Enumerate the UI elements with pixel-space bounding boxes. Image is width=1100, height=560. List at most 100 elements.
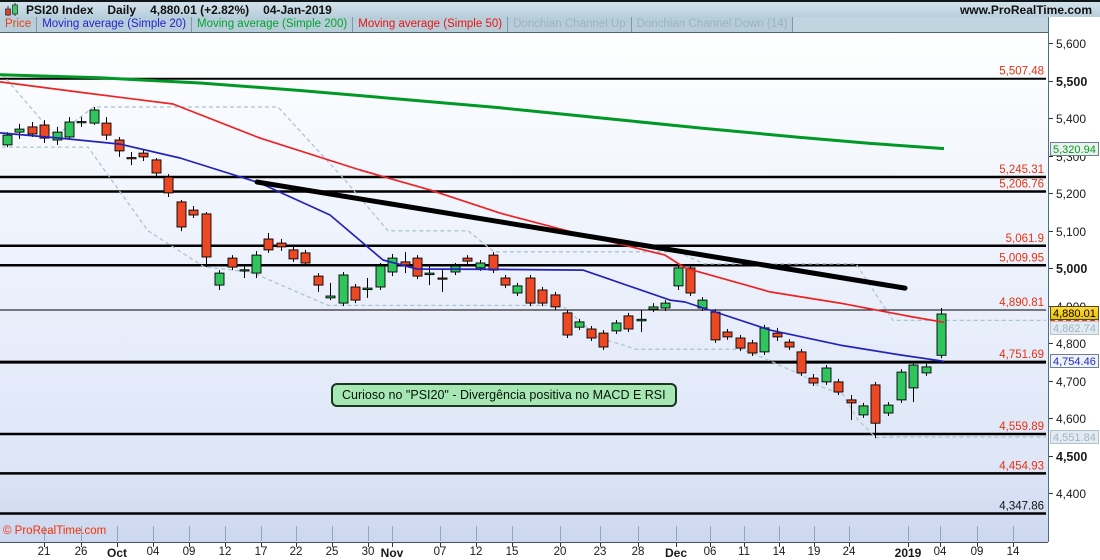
candle-body (512, 285, 523, 294)
level-label: 5,245.31 (999, 164, 1044, 176)
x-tick-mark (392, 543, 393, 547)
candle-body (14, 128, 25, 133)
candle-body (126, 157, 137, 160)
x-tick-label: 22 (289, 546, 303, 558)
x-tick-label: 11 (738, 546, 750, 558)
last-price-change: 4,880.01 (+2.82%) (150, 2, 250, 17)
y-tick-mark (1049, 268, 1053, 269)
y-tick-mark (1049, 455, 1053, 457)
x-tick-label: 20 (553, 546, 567, 558)
candle-body (201, 213, 212, 258)
x-tick-label: 09 (970, 546, 984, 558)
ma200-value-box: 5,320.94 (1050, 141, 1099, 156)
y-tick-label: 4,400 (1056, 487, 1087, 501)
candle-body (412, 257, 423, 277)
x-tick-mark (117, 543, 118, 547)
y-tick: 4,700 (1049, 375, 1100, 389)
candle-body (660, 302, 671, 309)
candle-body (288, 249, 299, 260)
x-tick-mark (81, 543, 82, 547)
x-tick-mark (476, 543, 477, 547)
x-tick-mark (440, 543, 441, 547)
x-tick-label: Oct (106, 546, 128, 560)
y-tick-label: 4,500 (1056, 449, 1088, 464)
tab-moving-average-simple-200[interactable]: Moving average (Simple 200) (192, 17, 354, 32)
timeframe-label: Daily (107, 2, 137, 17)
tabs-filler (793, 17, 1048, 32)
symbol-title: PSI20 Index (26, 2, 94, 17)
level-label: 5,009.95 (999, 252, 1044, 264)
y-tick: 5,100 (1049, 224, 1100, 239)
candlestick-icon (4, 3, 20, 16)
candle-body (747, 342, 758, 354)
x-tick-mark (940, 543, 941, 547)
trendline (254, 179, 908, 291)
tab-price[interactable]: Price (0, 17, 38, 32)
candle-body (214, 272, 225, 286)
candle-body (821, 367, 832, 383)
candle-body (636, 318, 647, 322)
candle-body (908, 364, 919, 389)
y-tick-mark (1049, 193, 1053, 194)
candle-body (936, 313, 947, 356)
candle-body (623, 315, 634, 330)
y-tick: 4,800 (1049, 337, 1100, 351)
candle-body (735, 337, 746, 349)
level-label: 4,454.93 (999, 460, 1044, 472)
y-tick-label: 4,600 (1056, 412, 1087, 426)
x-tick-mark (296, 543, 297, 547)
y-tick: 5,500 (1049, 75, 1100, 89)
x-tick-label: 14 (772, 546, 786, 558)
annotation-note[interactable]: Curioso no "PSI20" - Divergência positiv… (331, 383, 677, 407)
candle-body (239, 269, 250, 272)
candle-body (227, 257, 238, 268)
x-tick-label: 12 (218, 546, 232, 558)
x-tick-label: 28 (631, 546, 645, 558)
y-tick: 4,500 (1049, 449, 1100, 464)
x-tick-label: 30 (361, 546, 375, 558)
indicator-tabs: Price Moving average (Simple 20) Moving av… (0, 17, 1048, 33)
x-tick-label: 04 (146, 546, 160, 558)
time-axis[interactable]: 21 26 Oct 04 09 12 17 22 25 30 Nov 07 12 15 20 23 28 Dec 0… (0, 542, 1048, 560)
site-url: www.ProRealTime.com (959, 2, 1092, 17)
y-tick: 5,000 (1049, 262, 1100, 276)
x-tick-mark (44, 543, 45, 547)
candle-body (586, 328, 597, 339)
y-tick-mark (1049, 418, 1053, 419)
x-tick-label: Dec (664, 546, 688, 560)
level-label: 5,507.48 (999, 66, 1044, 78)
candle-body (325, 295, 336, 299)
chart-area[interactable]: 5,507.48 5,245.31 5,206.76 5,061.9 5,009.95 4… (0, 33, 1048, 542)
candle-body (375, 265, 386, 288)
x-tick-mark (676, 543, 677, 547)
candle-body (2, 134, 13, 146)
level-label: 5,061.9 (1006, 233, 1044, 245)
chart-header: PSI20 Index Daily 4,880.01 (+2.82%) 04-J… (0, 0, 1100, 17)
candle-body (833, 381, 844, 393)
y-tick: 4,400 (1049, 487, 1100, 501)
tab-moving-average-simple-20[interactable]: Moving average (Simple 20) (37, 17, 193, 32)
y-tick: 5,200 (1049, 187, 1100, 201)
candle-body (673, 267, 684, 287)
y-tick-label: 5,100 (1056, 224, 1087, 239)
candle-body (896, 371, 907, 401)
x-tick-mark (638, 543, 639, 547)
tab-moving-average-simple-50[interactable]: Moving average (Simple 50) (353, 17, 509, 32)
x-tick-mark (560, 543, 561, 547)
x-tick-mark (512, 543, 513, 547)
x-tick-label: 06 (703, 546, 717, 558)
ma50-line (0, 81, 945, 324)
watermark: © ProRealTime.com (3, 525, 107, 537)
price-axis[interactable]: 5,6005,5005,4005,3005,2005,1005,0004,900… (1048, 17, 1100, 560)
x-tick-label: 26 (74, 546, 88, 558)
candle-body (52, 131, 63, 141)
tab-donchian-channel-down-14[interactable]: Donchian Channel Down (14) (632, 17, 794, 32)
candle-body (263, 238, 274, 251)
tab-donchian-channel-up[interactable]: Donchian Channel Up (508, 17, 632, 32)
candle-body (525, 277, 536, 304)
candle-body (362, 287, 373, 291)
y-tick-mark (1049, 493, 1053, 494)
candle-body (611, 322, 622, 332)
x-tick-mark (779, 543, 780, 547)
candle-body (138, 152, 149, 158)
